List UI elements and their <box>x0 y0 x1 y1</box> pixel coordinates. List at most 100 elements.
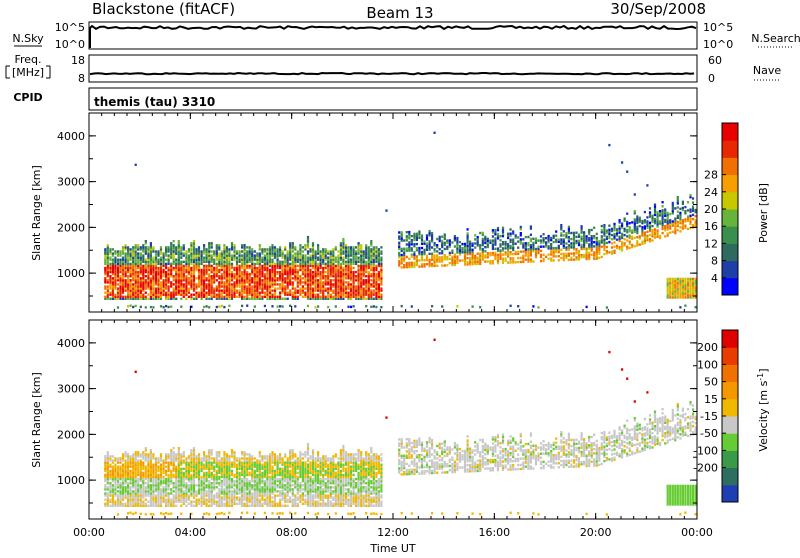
power-cell <box>124 254 127 257</box>
power-cell <box>119 289 122 292</box>
velocity-cell <box>175 496 178 499</box>
power-cell <box>615 246 619 250</box>
velocity-cell <box>152 477 155 481</box>
power-cell <box>694 210 697 214</box>
power-cell <box>129 283 132 286</box>
power-cell <box>291 283 294 286</box>
velocity-cell <box>124 459 127 462</box>
power-cell <box>347 252 350 255</box>
power-cell <box>367 250 370 253</box>
velocity-cell <box>127 496 130 499</box>
power-cell <box>306 272 310 276</box>
power-cell <box>572 242 576 245</box>
power-cell <box>362 254 365 257</box>
power-cell <box>496 261 500 265</box>
power-cell <box>646 222 649 225</box>
velocity-cell <box>210 449 213 452</box>
power-cell <box>372 272 375 276</box>
velocity-cell <box>116 473 120 477</box>
power-cell <box>268 289 272 292</box>
power-cell <box>349 295 353 298</box>
power-cell <box>355 250 358 253</box>
power-cell <box>291 281 294 284</box>
power-cell <box>243 285 246 288</box>
power-cell <box>628 242 631 245</box>
power-cell <box>324 283 327 286</box>
power-cell <box>111 285 114 288</box>
velocity-cell <box>154 484 158 487</box>
power-cell <box>230 248 234 251</box>
power-cell <box>666 211 669 215</box>
power-cell <box>319 291 322 294</box>
power-cell <box>190 293 193 296</box>
power-cell <box>253 262 256 266</box>
power-cell <box>139 287 142 290</box>
power-cell <box>157 295 160 298</box>
velocity-cell <box>192 488 196 491</box>
velocity-cell <box>157 479 160 483</box>
power-cell <box>266 264 269 268</box>
power-cell <box>689 277 692 281</box>
power-cell <box>413 238 416 242</box>
power-cell <box>484 256 487 259</box>
power-cell <box>147 281 150 284</box>
power-cell <box>149 262 152 266</box>
power-cell <box>258 248 261 251</box>
power-cell <box>149 270 152 274</box>
power-cell <box>137 279 140 282</box>
power-cell <box>271 289 274 292</box>
power-cell <box>367 270 370 274</box>
velocity-cell <box>149 496 152 499</box>
power-cell <box>648 215 652 218</box>
power-cell <box>372 277 375 280</box>
power-cell <box>304 279 307 282</box>
power-cell <box>106 258 109 261</box>
power-cell <box>572 231 576 235</box>
power-cell <box>296 283 299 286</box>
power-cell <box>524 244 527 247</box>
power-cell <box>603 246 606 250</box>
power-cell <box>643 233 646 236</box>
power-cell <box>489 251 492 255</box>
velocity-cell <box>177 449 180 452</box>
velocity-cell <box>210 494 213 497</box>
velocity-cell <box>152 492 155 495</box>
power-cell <box>215 295 218 298</box>
power-cell <box>203 264 206 268</box>
power-cell <box>279 293 282 296</box>
power-cell <box>304 281 307 284</box>
power-cell <box>248 285 251 288</box>
velocity-cell <box>142 486 145 489</box>
power-cell <box>134 244 137 247</box>
power-cell <box>362 258 365 261</box>
velocity-cell <box>159 494 163 497</box>
power-cell <box>349 285 353 288</box>
power-cell <box>626 212 629 215</box>
power-cell <box>347 260 350 263</box>
power-cell <box>129 285 132 288</box>
power-cell <box>144 268 147 272</box>
power-cell <box>681 277 684 281</box>
velocity-cell <box>127 453 130 456</box>
power-cell <box>147 277 150 280</box>
power-cell <box>529 239 532 243</box>
velocity-cell <box>213 502 216 505</box>
velocity-cell <box>106 457 109 460</box>
velocity-cell <box>116 471 120 475</box>
freq-unit-label: [MHz] <box>12 66 44 79</box>
velocity-cell <box>147 467 150 470</box>
power-cell <box>152 256 155 259</box>
power-cell <box>223 260 226 263</box>
velocity-cell <box>208 490 211 493</box>
power-cell <box>481 256 484 259</box>
power-cell <box>339 279 342 282</box>
velocity-cell <box>127 469 130 473</box>
power-cell <box>205 254 208 257</box>
power-cell <box>218 287 221 290</box>
power-cell <box>286 285 289 288</box>
power-cell <box>304 266 307 270</box>
power-cell <box>266 272 269 276</box>
power-cell <box>438 237 441 241</box>
power-cell <box>299 260 302 263</box>
power-cell <box>522 258 525 261</box>
